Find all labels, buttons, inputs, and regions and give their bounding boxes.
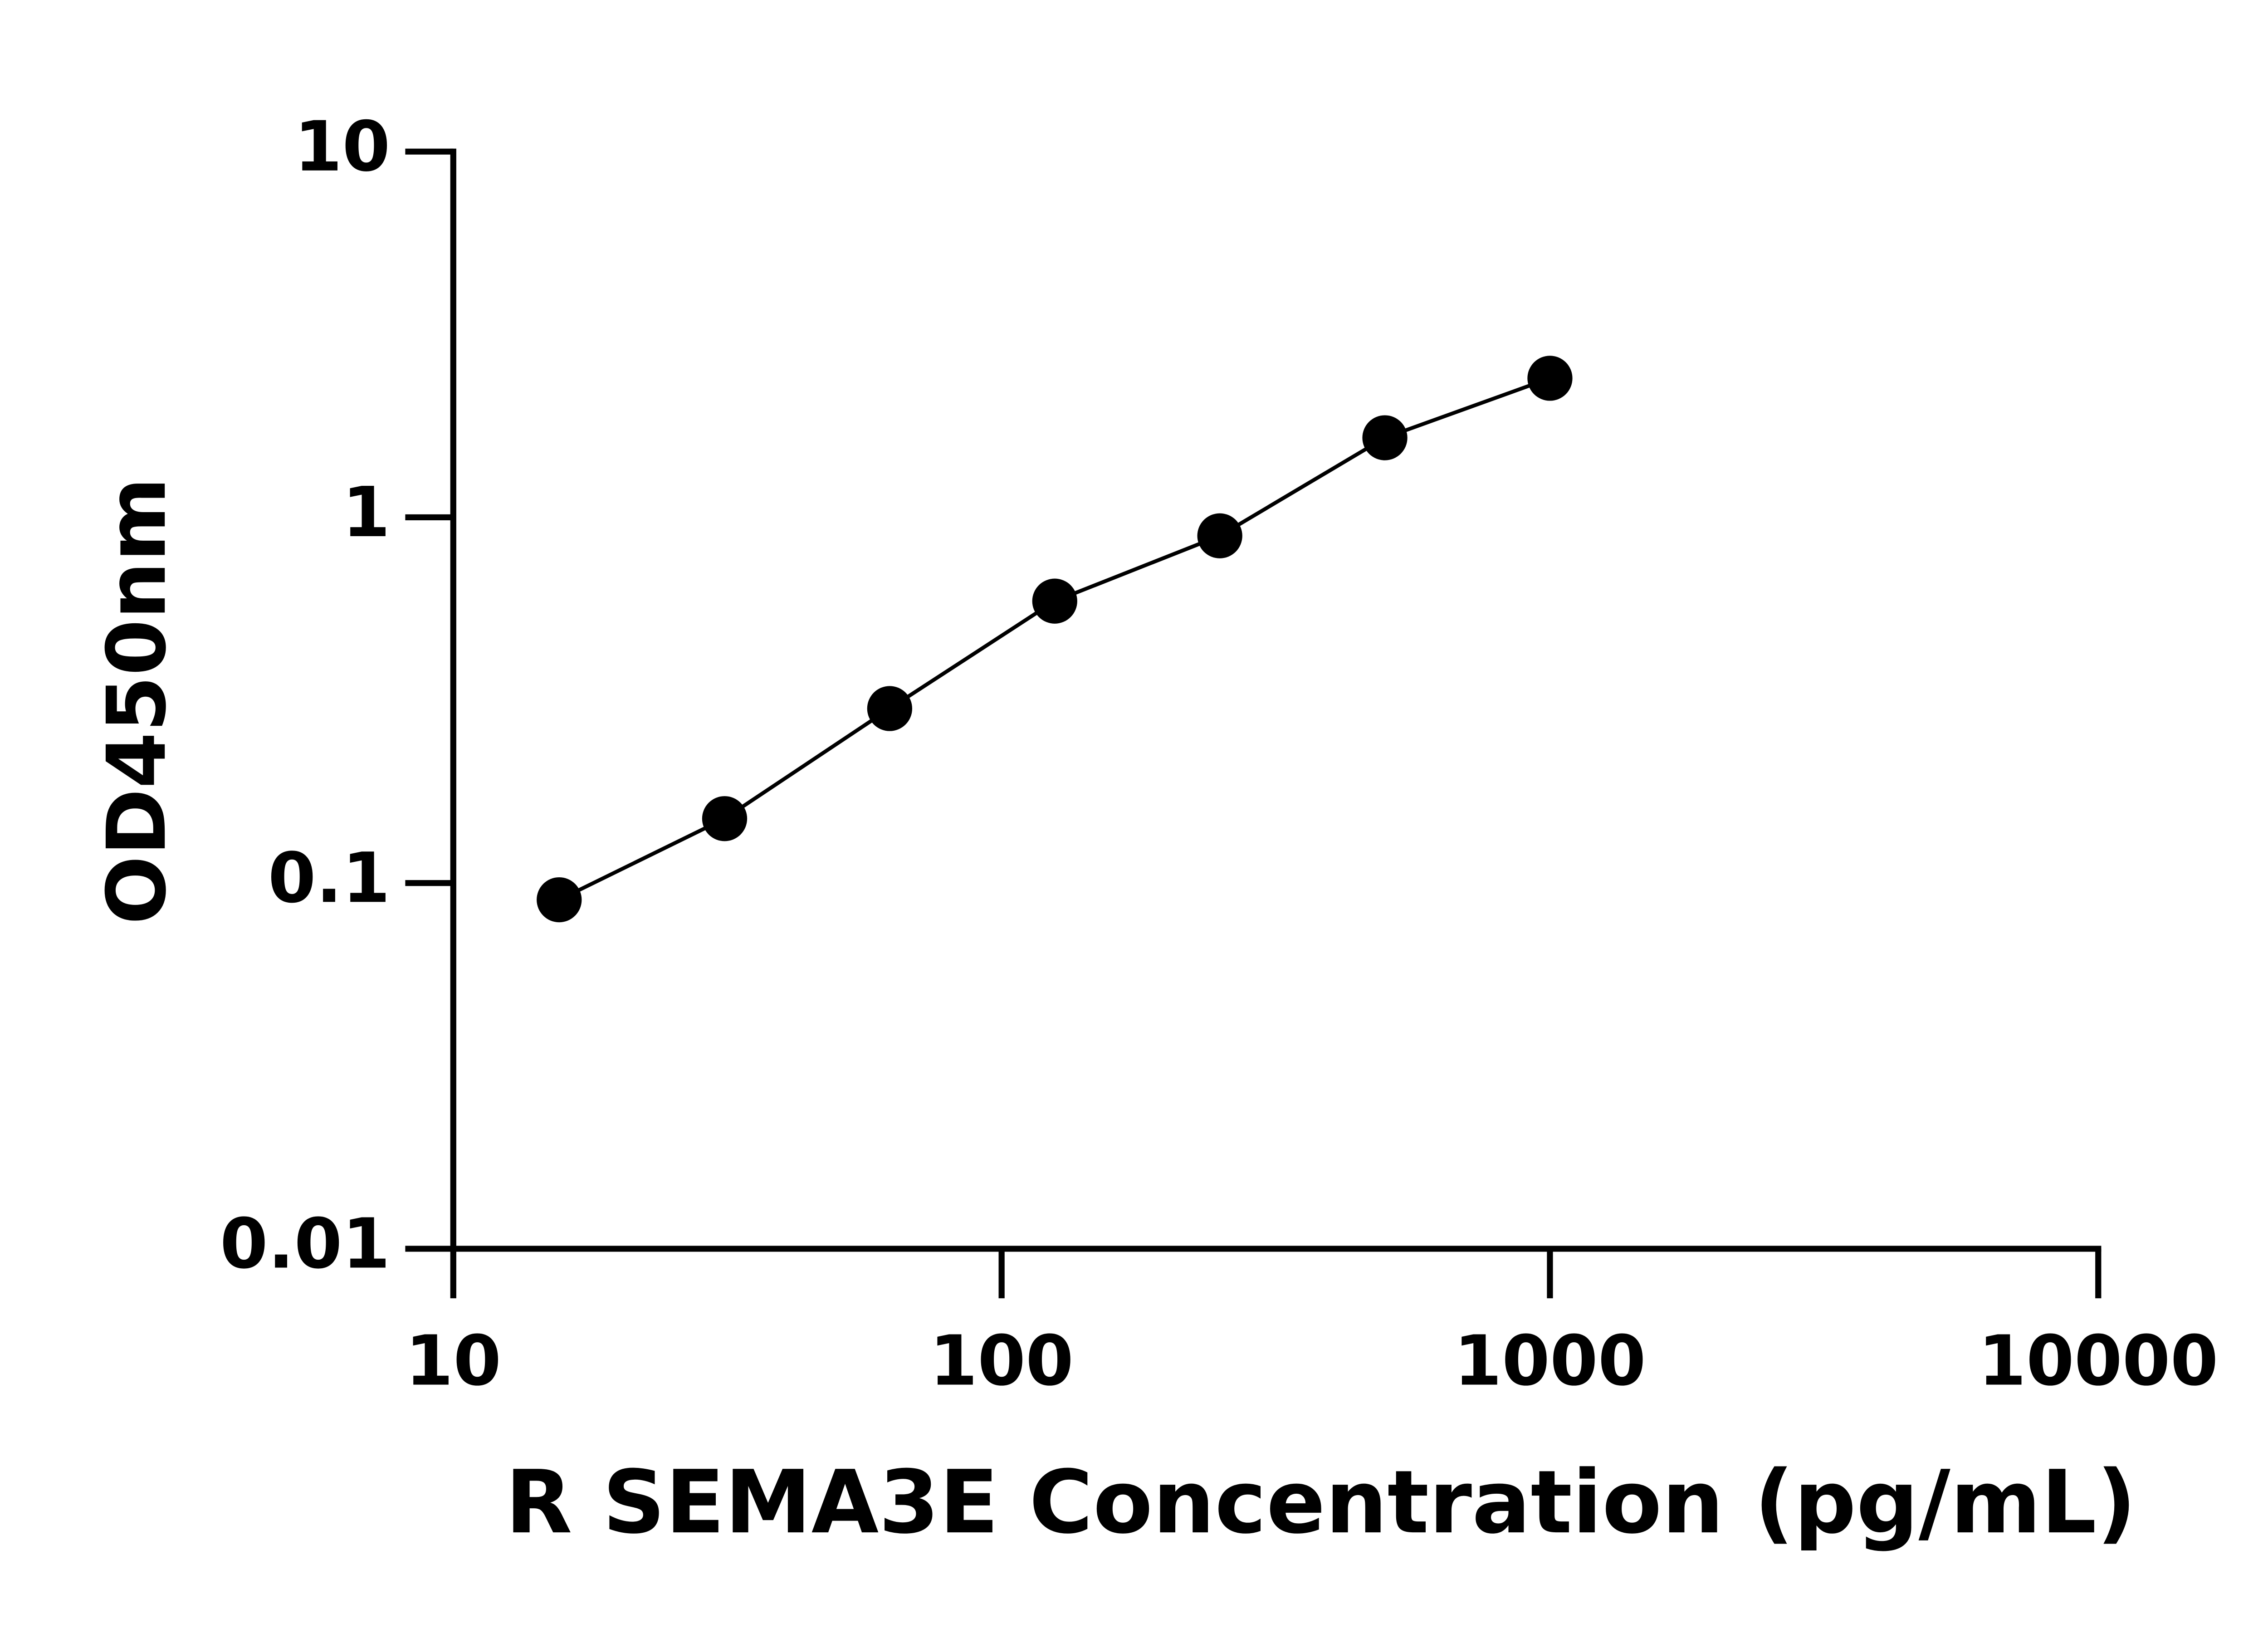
x-tick-label: 10 xyxy=(405,1321,501,1401)
x-axis-label: R SEMA3E Concentration (pg/mL) xyxy=(505,1452,2136,1553)
x-tick-label: 1000 xyxy=(1454,1321,1646,1401)
x-tick-label: 10000 xyxy=(1978,1321,2218,1401)
y-axis-label: OD450nm xyxy=(90,477,184,924)
y-tick-label: 0.1 xyxy=(268,838,391,918)
data-point xyxy=(1032,578,1077,624)
y-tick-label: 0.01 xyxy=(220,1203,390,1284)
data-point xyxy=(1527,356,1573,401)
x-tick-label: 100 xyxy=(929,1321,1074,1401)
data-point xyxy=(1362,415,1408,460)
y-tick-label: 1 xyxy=(342,472,390,552)
data-point xyxy=(702,796,748,841)
data-point xyxy=(537,877,582,923)
data-point xyxy=(1197,513,1242,558)
y-tick-label: 10 xyxy=(294,107,391,187)
data-point xyxy=(867,686,913,731)
